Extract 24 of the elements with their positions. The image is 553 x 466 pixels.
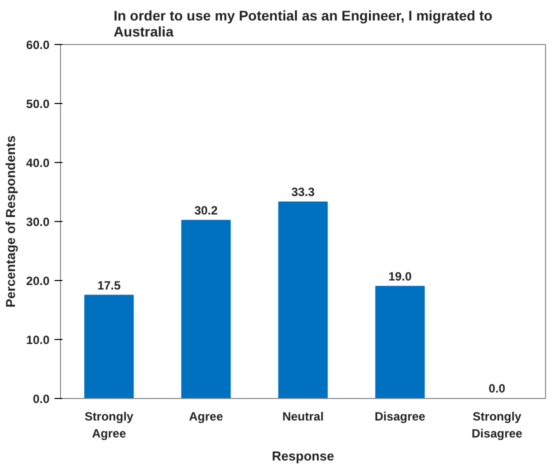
bar [84,294,134,398]
y-tick-label: 20.0 [26,274,50,288]
y-tick-label: 60.0 [26,38,50,52]
y-tick-label: 50.0 [26,97,50,111]
x-tick-label: Neutral [282,410,324,424]
bar [375,286,425,398]
y-axis-title: Percentage of Respondents [3,136,18,308]
data-label: 30.2 [194,203,218,218]
data-label: 0.0 [488,382,506,396]
data-label: 33.3 [291,185,316,200]
y-tick-label: 40.0 [26,156,50,170]
bar [278,202,328,398]
y-tick-label: 30.0 [26,215,50,229]
chart-title: In order to use my Potential as an Engineer, I migrated to Australia [114,8,492,40]
x-tick-label: Strongly Disagree [472,410,523,440]
data-label: 19.0 [388,269,412,284]
x-tick-label: Agree [188,410,224,424]
x-axis-title: Response [272,448,334,464]
y-tick-label: 0.0 [32,392,50,406]
data-label: 17.5 [97,278,122,292]
bar [181,220,231,398]
y-tick-label: 10.0 [26,333,50,347]
x-tick-label: Strongly Agree [84,410,134,440]
x-tick-label: Disagree [374,410,426,424]
